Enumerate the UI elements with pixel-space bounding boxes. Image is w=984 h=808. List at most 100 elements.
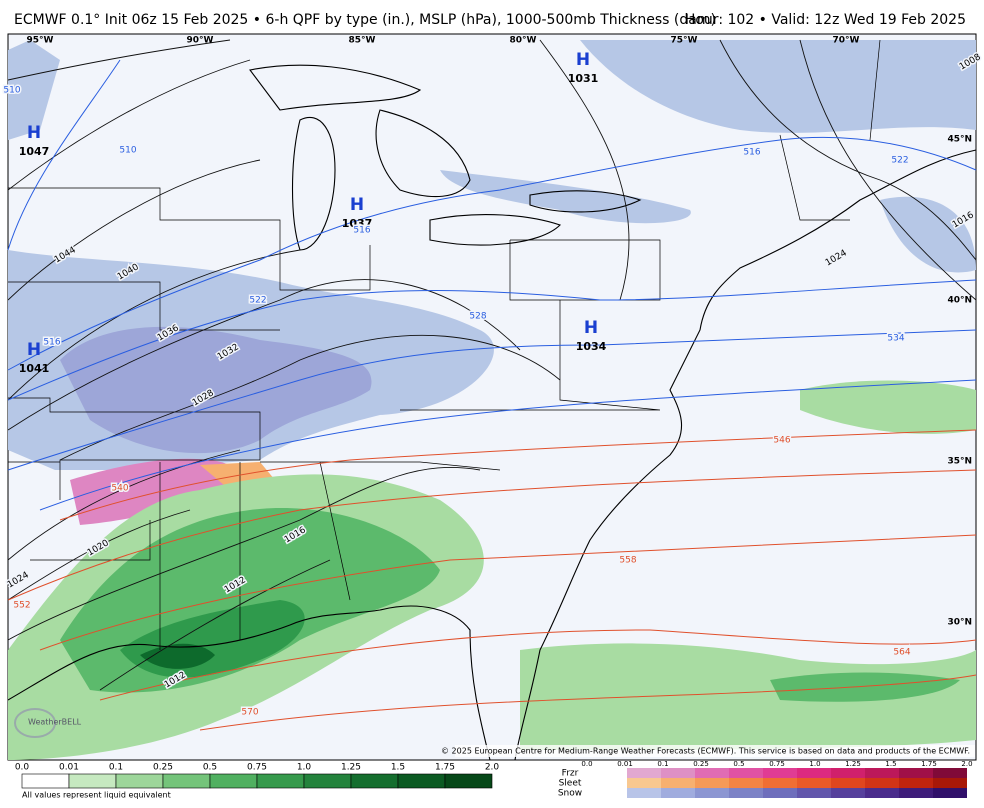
ptype-scale-box [763,768,797,778]
rain-scale-label: 0.75 [247,763,267,773]
longitude-label: 85°W [349,36,376,46]
latitude-label: 30°N [947,618,972,628]
logo-text: WeatherBELL [28,718,82,727]
ptype-scale-box [627,778,661,788]
ptype-scale-label: 2.0 [961,760,972,768]
thickness-label: 510 [3,86,20,96]
ptype-scale-box [661,778,695,788]
ptype-scale-box [695,768,729,778]
ptype-scale-label: 0.25 [693,760,709,768]
ptype-scale-box [933,788,967,798]
high-symbol: H [584,318,598,338]
thickness-label: 570 [241,708,258,718]
thickness-label: 522 [891,156,908,166]
ptype-scale-box [695,788,729,798]
thickness-label: 528 [469,312,486,322]
logo-swirl [14,708,56,738]
ptype-scale-box [695,778,729,788]
rain-scale-label: 0.01 [59,763,79,773]
rain-scale-box [256,773,305,789]
rain-scale-box [444,773,493,789]
great-lakes [249,64,642,251]
ptype-scale-box [865,778,899,788]
ptype-scale-label: 1.5 [885,760,896,768]
high-pressure: 1047 [19,145,50,158]
thickness-label: 510 [119,146,136,156]
thickness-label: 534 [887,334,904,344]
longitude-label: 70°W [833,36,860,46]
rain-scale-label: 0.0 [15,763,30,773]
coastline [514,149,977,761]
thickness-label: 522 [249,296,266,306]
snow-area [580,40,976,133]
header-title: ECMWF 0.1° Init 06z 15 Feb 2025 • 6-h QP… [14,12,716,28]
ptype-scale-box [899,788,933,798]
ptype-scale-box [627,788,661,798]
thickness-cold [7,59,977,511]
latitude-label: 40°N [947,296,972,306]
rain-area [520,643,976,750]
copyright: © 2025 European Centre for Medium-Range … [441,747,970,756]
rain-area [800,380,976,434]
ptype-scale-box [933,768,967,778]
ptype-scale-box [899,768,933,778]
thickness-label: 516 [743,148,760,158]
rain-scale-label: 1.5 [391,763,405,773]
rain-scale-label: 0.5 [203,763,217,773]
rain-moderate [770,672,960,702]
map: WeatherBELL © 2025 European Centre for M… [7,33,977,761]
high-symbol: H [27,123,41,143]
isobars [7,39,977,691]
ptype-scale-box [797,788,831,798]
ptype-scale-box [831,778,865,788]
ptype-scale-box [729,768,763,778]
header-valid: Hour: 102 • Valid: 12z Wed 19 Feb 2025 [685,12,966,28]
rain-scale-label: 1.75 [435,763,455,773]
latitude-label: 45°N [947,135,972,145]
thickness-label: 516 [353,226,370,236]
ptype-scale-label: 0.0 [581,760,592,768]
ptype-name: Sleet [559,779,582,789]
ptype-scale-label: 0.1 [657,760,668,768]
ptype-scale-label: 0.5 [733,760,744,768]
ptype-scale-box [763,778,797,788]
ptype-scale-box [729,778,763,788]
ptype-scale-box [797,778,831,788]
high-symbol: H [350,195,364,215]
high-pressure: 1037 [342,217,373,230]
legend-note: All values represent liquid equivalent [22,791,171,800]
high-pressure: 1031 [568,72,599,85]
rain-scale-box [68,773,117,789]
ptype-scale-label: 0.01 [617,760,633,768]
ptype-scale-box [933,778,967,788]
thickness-label: 546 [773,436,790,446]
ptype-scale-label: 1.0 [809,760,820,768]
rain-scale-box [115,773,164,789]
ptype-scale-box [627,768,661,778]
rain-scale-label: 0.25 [153,763,173,773]
ptype-scale-box [763,788,797,798]
high-symbol: H [27,340,41,360]
thickness-warm [7,429,977,731]
ptype-scale-label: 1.75 [921,760,937,768]
thickness-label: 540 [111,484,128,494]
ptype-scale-box [865,768,899,778]
logo: WeatherBELL [14,708,82,738]
thickness-label: 564 [893,648,910,658]
rain-scale-label: 1.0 [297,763,312,773]
high-pressure: 1041 [19,362,50,375]
thickness-label: 558 [619,556,636,566]
rain-scale-box [303,773,352,789]
high-symbol: H [576,50,590,70]
ptype-name: Frzr [562,769,579,779]
snow-area [8,40,60,140]
ptype-scale-box [899,778,933,788]
ptype-scale-label: 0.75 [769,760,785,768]
snow-area [880,196,976,273]
ptype-scale-box [661,788,695,798]
ptype-name: Snow [558,789,582,799]
coastline [7,605,491,761]
longitude-label: 80°W [510,36,537,46]
rain-extreme [140,643,215,669]
